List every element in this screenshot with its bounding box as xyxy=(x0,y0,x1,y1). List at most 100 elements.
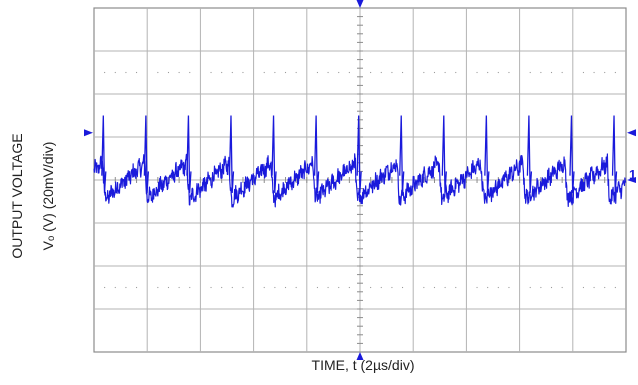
grid-dot xyxy=(380,286,382,289)
grid-dot xyxy=(487,286,489,289)
grid-dot xyxy=(604,71,606,74)
grid-dot xyxy=(167,71,170,74)
grid-dot xyxy=(284,286,287,289)
grid-dot xyxy=(135,286,138,289)
grid-dot xyxy=(391,286,393,289)
grid-dot xyxy=(593,286,595,289)
grid-dot xyxy=(274,286,276,289)
trigger-time-marker-bottom xyxy=(356,352,364,360)
grid-dot xyxy=(210,286,212,289)
grid-dot xyxy=(380,71,382,74)
grid-dot xyxy=(582,71,585,74)
grid-dot xyxy=(550,71,553,74)
grid-dot xyxy=(231,286,233,289)
grid-dot xyxy=(221,286,223,289)
grid-dot xyxy=(348,286,350,289)
ripple-spike xyxy=(526,115,533,193)
grid-dot xyxy=(125,286,127,289)
x-axis-label: TIME, t (2µs/div) xyxy=(311,357,415,373)
grid-dot xyxy=(348,71,350,74)
ripple-spike xyxy=(356,115,362,193)
grid-dot xyxy=(508,286,510,289)
grid-dot xyxy=(210,71,212,74)
grid-dot xyxy=(295,286,297,289)
grid-dot xyxy=(231,71,233,74)
grid-dot xyxy=(401,286,404,289)
ripple-spike xyxy=(101,115,107,193)
grid-dot xyxy=(476,71,478,74)
grid-dot xyxy=(157,71,159,74)
grid-dot xyxy=(529,286,531,289)
grid-dot xyxy=(274,71,276,74)
grid-dot xyxy=(401,71,404,74)
grid-dot xyxy=(540,71,542,74)
grid-dot xyxy=(114,71,116,74)
grid-dot xyxy=(125,71,127,74)
grid-dot xyxy=(423,286,425,289)
grid-dot xyxy=(614,71,616,74)
grid-dot xyxy=(178,71,180,74)
ripple-spike xyxy=(441,115,447,193)
grid-dot xyxy=(487,71,489,74)
grid-dot xyxy=(561,286,563,289)
ripple-spike xyxy=(271,115,277,193)
grid-dot xyxy=(114,286,116,289)
grid-dot xyxy=(263,286,265,289)
y-axis-label-line-2: Vₒ (V) (20mV/div) xyxy=(40,141,56,251)
trigger-level-marker-left xyxy=(84,129,93,137)
grid-dot xyxy=(370,286,372,289)
grid-dot xyxy=(582,286,585,289)
grid-dot xyxy=(338,286,340,289)
grid-dot xyxy=(550,286,553,289)
grid-dot xyxy=(423,71,425,74)
grid-dot xyxy=(497,286,499,289)
ripple-spike xyxy=(186,115,192,193)
grid-dot xyxy=(508,71,510,74)
grid-dot xyxy=(104,286,106,289)
ripple-spike xyxy=(611,115,618,193)
y-axis-label-line-1: OUTPUT VOLTAGE xyxy=(9,133,25,259)
grid-dot xyxy=(614,286,616,289)
grid-dot xyxy=(604,286,606,289)
grid-dot xyxy=(338,71,340,74)
grid-dot xyxy=(167,286,170,289)
grid-dot xyxy=(455,286,457,289)
ripple-trace xyxy=(93,153,627,208)
grid-dot xyxy=(284,71,287,74)
grid-dot xyxy=(497,71,499,74)
grid-dot xyxy=(593,71,595,74)
grid-dot xyxy=(104,71,106,74)
trigger-level-marker-right xyxy=(627,129,636,137)
grid-dot xyxy=(433,71,436,74)
grid-dot xyxy=(242,71,244,74)
grid-dot xyxy=(327,71,329,74)
ripple-spike xyxy=(143,115,150,193)
grid-dot xyxy=(561,71,563,74)
ripple-spike xyxy=(484,115,490,193)
ripple-spike xyxy=(569,115,575,193)
grid-dot xyxy=(295,71,297,74)
grid-dot xyxy=(189,71,191,74)
trigger-time-marker-top xyxy=(356,0,364,8)
grid-dot xyxy=(189,286,191,289)
grid-dot xyxy=(370,71,372,74)
grid-dot xyxy=(157,286,159,289)
grid-dot xyxy=(433,286,436,289)
ripple-spike xyxy=(228,115,235,193)
grid-dot xyxy=(391,71,393,74)
grid-dot xyxy=(444,286,446,289)
grid-dot xyxy=(135,71,138,74)
grid-dot xyxy=(221,71,223,74)
grid-dot xyxy=(529,71,531,74)
grid-dot xyxy=(476,286,478,289)
grid-dot xyxy=(316,71,319,74)
ripple-spike xyxy=(313,115,320,193)
ripple-spike xyxy=(399,115,405,193)
grid-dot xyxy=(455,71,457,74)
grid-dot xyxy=(444,71,446,74)
grid-dot xyxy=(316,286,319,289)
grid-dot xyxy=(178,286,180,289)
channel-1-ground-marker xyxy=(627,177,636,183)
grid-dot xyxy=(242,286,244,289)
